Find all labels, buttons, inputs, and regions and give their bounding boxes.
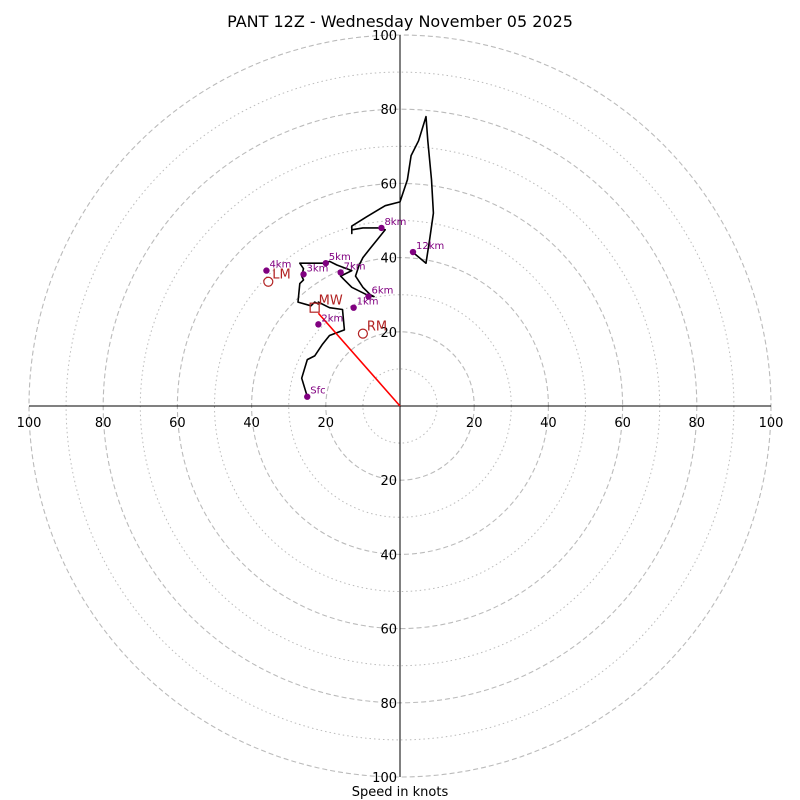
- y-tick-label: 20: [380, 474, 397, 489]
- y-tick-label: 100: [372, 29, 397, 44]
- height-point-1km: [350, 304, 357, 311]
- height-label-5km: 5km: [329, 252, 351, 263]
- x-tick-label: 80: [95, 416, 112, 431]
- y-tick-label: 60: [380, 623, 397, 638]
- height-label-4km: 4km: [269, 260, 291, 271]
- x-tick-label: 20: [466, 416, 483, 431]
- height-point-sfc: [304, 393, 311, 400]
- storm-label-lm: LM: [272, 268, 290, 283]
- storm-label-rm: RM: [367, 320, 387, 335]
- storm-marker-lm: [263, 276, 274, 287]
- x-tick-label: 80: [689, 416, 706, 431]
- storm-motion-markers: LM MW RM: [263, 268, 387, 339]
- x-tick-label: 60: [169, 416, 186, 431]
- y-tick-label: 40: [380, 252, 397, 267]
- x-tick-label: 40: [540, 416, 557, 431]
- y-tick-label: 100: [372, 771, 397, 786]
- height-point-3km: [300, 271, 307, 278]
- x-tick-label: 100: [759, 416, 784, 431]
- height-label-3km: 3km: [307, 263, 329, 274]
- y-tick-label: 60: [380, 177, 397, 192]
- y-tick-label: 20: [380, 326, 397, 341]
- y-tick-label: 80: [380, 103, 397, 118]
- y-tick-label: 80: [380, 697, 397, 712]
- y-tick-label: 40: [380, 548, 397, 563]
- shear-vector-group: [317, 312, 401, 407]
- height-point-6km: [365, 293, 372, 300]
- height-point-12km: [409, 248, 417, 256]
- height-label-7km: 7km: [344, 261, 366, 272]
- height-label-12km: 12km: [416, 241, 444, 252]
- storm-marker-rm: [357, 328, 368, 339]
- x-tick-label: 20: [318, 416, 335, 431]
- height-label-8km: 8km: [384, 217, 406, 228]
- storm-label-mw: MW: [319, 294, 343, 309]
- height-label-6km: 6km: [371, 286, 393, 297]
- x-axis-label: Speed in knots: [352, 785, 449, 800]
- shear-vector: [317, 312, 401, 407]
- x-tick-labels: 100 80 60 40 20 20 40 60 80 100: [17, 416, 784, 431]
- height-point-7km: [337, 269, 344, 276]
- storm-marker-mw: [309, 302, 320, 313]
- height-point-5km: [322, 259, 329, 267]
- x-tick-label: 40: [243, 416, 260, 431]
- height-label-1km: 1km: [357, 297, 379, 308]
- height-point-8km: [378, 224, 385, 232]
- height-label-sfc: Sfc: [310, 386, 325, 397]
- hodograph-line: [297, 115, 435, 397]
- height-markers: Sfc 1km 2km 3km 4km 5km 6km 7km 8km 12km: [263, 217, 444, 400]
- height-label-2km: 2km: [321, 313, 343, 324]
- x-tick-label: 60: [614, 416, 631, 431]
- height-point-2km: [315, 321, 322, 328]
- hodograph-profile: [297, 115, 435, 397]
- height-point-4km: [263, 267, 270, 274]
- x-tick-label: 100: [17, 416, 42, 431]
- chart-title: PANT 12Z - Wednesday November 05 2025: [227, 12, 573, 31]
- y-tick-labels: 100 80 60 40 20 20 40 60 80 100: [372, 29, 397, 786]
